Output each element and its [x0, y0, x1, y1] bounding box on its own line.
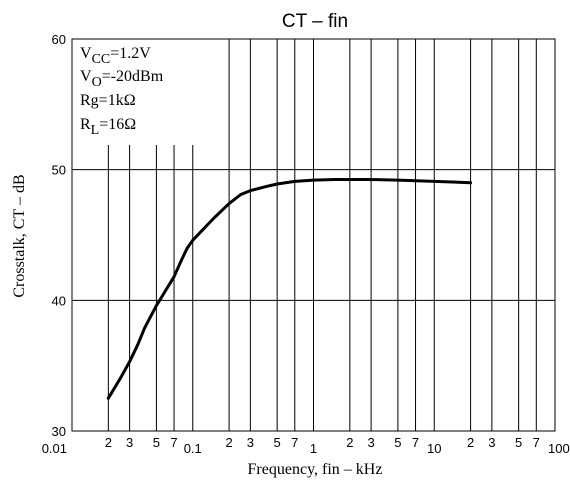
x-minor-tick-label: 3	[367, 435, 374, 450]
x-minor-tick-label: 5	[394, 435, 401, 450]
condition-line: VCC=1.2V	[80, 45, 151, 67]
y-axis-label: Crosstalk, CT – dB	[11, 174, 28, 297]
x-major-tick-label: 100	[548, 441, 570, 456]
y-tick-label: 40	[52, 293, 66, 308]
series-layer	[106, 178, 473, 400]
condition-line: Rg=1kΩ	[80, 92, 136, 109]
x-minor-tick-label: 3	[126, 435, 133, 450]
x-minor-tick-label: 3	[247, 435, 254, 450]
series-line	[106, 178, 473, 400]
x-minor-tick-label: 2	[467, 435, 474, 450]
x-minor-tick-label: 7	[170, 435, 177, 450]
condition-line: RL=16Ω	[80, 116, 136, 138]
y-tick-label: 30	[52, 424, 66, 439]
chart-title: CT – fin	[282, 11, 348, 32]
condition-line: VO=-20dBm	[80, 68, 164, 90]
x-axis-label: Frequency, fin – kHz	[248, 461, 383, 478]
plot-frame	[71, 38, 556, 432]
x-minor-tick-label: 7	[291, 435, 298, 450]
x-minor-tick-label: 3	[488, 435, 495, 450]
y-tick-label: 60	[52, 32, 66, 47]
x-major-tick-label: 0.1	[184, 441, 202, 456]
x-minor-tick-label: 2	[105, 435, 112, 450]
grid-lines	[72, 39, 555, 431]
x-minor-tick-label: 2	[225, 435, 232, 450]
x-minor-tick-label: 5	[274, 435, 281, 450]
x-minor-tick-label: 7	[412, 435, 419, 450]
y-tick-label: 50	[52, 163, 66, 178]
x-minor-tick-label: 7	[533, 435, 540, 450]
x-major-tick-label: 0.01	[42, 441, 67, 456]
y-tick-labels: 30 40 50 60	[52, 32, 66, 439]
x-major-tick-label: 1	[310, 441, 317, 456]
x-minor-tick-label: 5	[515, 435, 522, 450]
x-minor-tick-label: 2	[346, 435, 353, 450]
x-minor-tick-label: 5	[153, 435, 160, 450]
x-major-tick-label: 10	[427, 441, 441, 456]
